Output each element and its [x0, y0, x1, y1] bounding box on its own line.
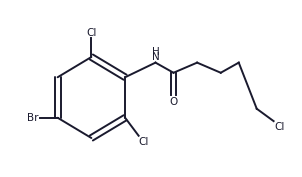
Text: Br: Br — [27, 113, 39, 123]
Text: H: H — [152, 47, 159, 57]
Text: Cl: Cl — [86, 28, 97, 38]
Text: Cl: Cl — [275, 122, 285, 132]
Text: O: O — [169, 97, 178, 107]
Text: N: N — [152, 52, 159, 61]
Text: Cl: Cl — [139, 137, 149, 147]
